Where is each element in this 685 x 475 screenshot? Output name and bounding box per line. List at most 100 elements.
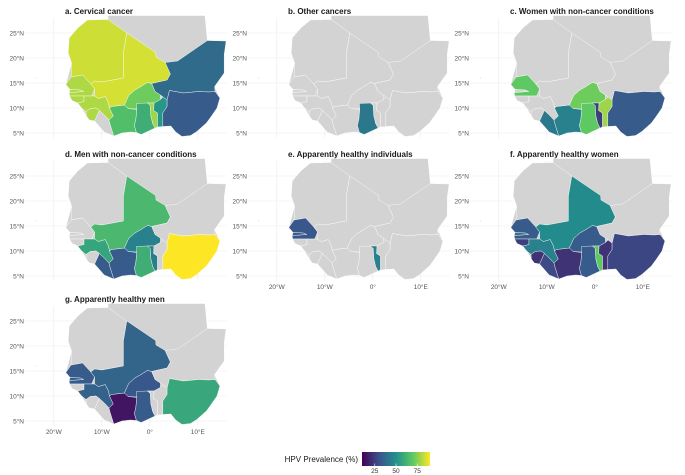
y-tick-label: 25°N bbox=[9, 29, 24, 37]
x-tick-label: 20°W bbox=[269, 283, 286, 291]
panel-title: a. Cervical cancer bbox=[65, 7, 133, 16]
y-tick-label: 15°N bbox=[232, 222, 247, 230]
country-gambia bbox=[68, 377, 84, 381]
panel: c. Women with non-cancer conditions 5°N 1… bbox=[454, 7, 672, 138]
y-tick-label: 10°N bbox=[232, 247, 247, 255]
y-tick-label: 15°N bbox=[9, 222, 24, 230]
country-niger bbox=[151, 183, 227, 244]
y-tick-label: 20°N bbox=[9, 342, 24, 350]
x-tick-label: 0° bbox=[147, 428, 154, 436]
legend-title: HPV Prevalence (%) bbox=[285, 455, 359, 464]
country-mauritania bbox=[67, 162, 128, 228]
y-tick-label: 5°N bbox=[13, 272, 24, 280]
panel: e. Apparently healthy individuals 5°N 10°… bbox=[232, 150, 450, 291]
country-mauritania bbox=[291, 19, 350, 85]
country-niger bbox=[374, 40, 450, 101]
y-tick-label: 20°N bbox=[232, 197, 247, 205]
x-tick-label: 10°W bbox=[94, 428, 111, 436]
panel-title: c. Women with non-cancer conditions bbox=[510, 7, 654, 16]
legend: HPV Prevalence (%) 25 50 75 bbox=[285, 452, 430, 475]
y-tick-label: 20°N bbox=[232, 54, 247, 62]
y-tick-label: 10°N bbox=[454, 247, 469, 255]
country-cote-d-ivoire bbox=[553, 104, 582, 137]
country-nigeria bbox=[607, 90, 666, 137]
island-cape-verde bbox=[480, 77, 482, 79]
country-nigeria bbox=[162, 90, 221, 137]
legend-colorbar bbox=[362, 452, 430, 466]
y-tick-label: 25°N bbox=[9, 172, 24, 180]
y-tick-label: 20°N bbox=[454, 54, 469, 62]
y-tick-label: 25°N bbox=[454, 172, 469, 180]
country-gambia bbox=[292, 89, 307, 93]
panel: d. Men with non-cancer conditions 5°N 10°… bbox=[9, 150, 227, 281]
country-gambia bbox=[514, 232, 529, 236]
country-niger bbox=[151, 328, 227, 389]
country-nigeria bbox=[385, 233, 444, 280]
y-tick-label: 20°N bbox=[9, 54, 24, 62]
country-niger bbox=[596, 183, 672, 244]
country-niger bbox=[151, 40, 227, 101]
y-tick-label: 25°N bbox=[232, 29, 247, 37]
x-tick-label: 10°E bbox=[636, 283, 651, 291]
island-cape-verde bbox=[480, 220, 482, 222]
country-niger bbox=[596, 40, 672, 101]
island-cape-verde bbox=[35, 77, 37, 79]
y-tick-label: 20°N bbox=[454, 197, 469, 205]
y-tick-label: 10°N bbox=[9, 104, 24, 112]
y-tick-label: 5°N bbox=[236, 129, 247, 137]
y-tick-label: 5°N bbox=[13, 417, 24, 425]
y-tick-label: 5°N bbox=[236, 272, 247, 280]
country-gambia bbox=[292, 232, 307, 236]
y-tick-label: 20°N bbox=[9, 197, 24, 205]
country-cote-d-ivoire bbox=[108, 104, 138, 137]
legend-tick-label: 50 bbox=[392, 468, 400, 475]
x-tick-label: 10°E bbox=[191, 428, 206, 436]
x-tick-label: 10°W bbox=[317, 283, 334, 291]
x-tick-label: 10°E bbox=[414, 283, 429, 291]
y-tick-label: 25°N bbox=[9, 317, 24, 325]
y-tick-label: 15°N bbox=[454, 79, 469, 87]
legend-tick-label: 25 bbox=[371, 468, 379, 475]
country-cote-d-ivoire bbox=[108, 247, 138, 280]
x-tick-label: 20°W bbox=[46, 428, 63, 436]
panel: b. Other cancers 5°N 10°N 15°N 20°N 25°N bbox=[232, 7, 450, 138]
panel-title: b. Other cancers bbox=[288, 7, 352, 16]
panel: g. Apparently healthy men 5°N 10°N 15°N 20°… bbox=[9, 295, 227, 436]
y-tick-label: 5°N bbox=[458, 129, 469, 137]
y-tick-label: 5°N bbox=[13, 129, 24, 137]
panel: f. Apparently healthy women 5°N 10°N 15°N 2… bbox=[454, 150, 672, 291]
country-cote-d-ivoire bbox=[553, 247, 582, 280]
x-tick-label: 10°W bbox=[539, 283, 556, 291]
y-tick-label: 25°N bbox=[454, 29, 469, 37]
country-cote-d-ivoire bbox=[331, 104, 360, 137]
country-mauritania bbox=[513, 162, 572, 228]
y-tick-label: 15°N bbox=[9, 79, 24, 87]
y-tick-label: 10°N bbox=[9, 392, 24, 400]
country-nigeria bbox=[162, 233, 221, 280]
country-nigeria bbox=[385, 90, 444, 137]
country-niger bbox=[374, 183, 450, 244]
country-mauritania bbox=[67, 19, 128, 85]
y-tick-label: 15°N bbox=[454, 222, 469, 230]
y-tick-label: 25°N bbox=[232, 172, 247, 180]
island-cape-verde bbox=[258, 77, 260, 79]
country-mauritania bbox=[513, 19, 572, 85]
country-gambia bbox=[68, 232, 84, 236]
y-tick-label: 5°N bbox=[458, 272, 469, 280]
y-tick-label: 15°N bbox=[232, 79, 247, 87]
panel-title: g. Apparently healthy men bbox=[65, 295, 165, 304]
x-tick-label: 0° bbox=[592, 283, 599, 291]
country-nigeria bbox=[162, 378, 221, 425]
country-mauritania bbox=[291, 162, 350, 228]
legend-tick-label: 75 bbox=[414, 468, 422, 475]
island-cape-verde bbox=[35, 220, 37, 222]
panel: a. Cervical cancer 5°N 10°N 15°N 20°N 25°N bbox=[9, 7, 227, 138]
y-tick-label: 10°N bbox=[454, 104, 469, 112]
x-tick-label: 20°W bbox=[491, 283, 508, 291]
country-gambia bbox=[68, 89, 84, 93]
country-cote-d-ivoire bbox=[108, 392, 138, 425]
y-tick-label: 15°N bbox=[9, 367, 24, 375]
island-cape-verde bbox=[35, 365, 37, 367]
country-mauritania bbox=[67, 307, 128, 373]
y-tick-label: 10°N bbox=[232, 104, 247, 112]
